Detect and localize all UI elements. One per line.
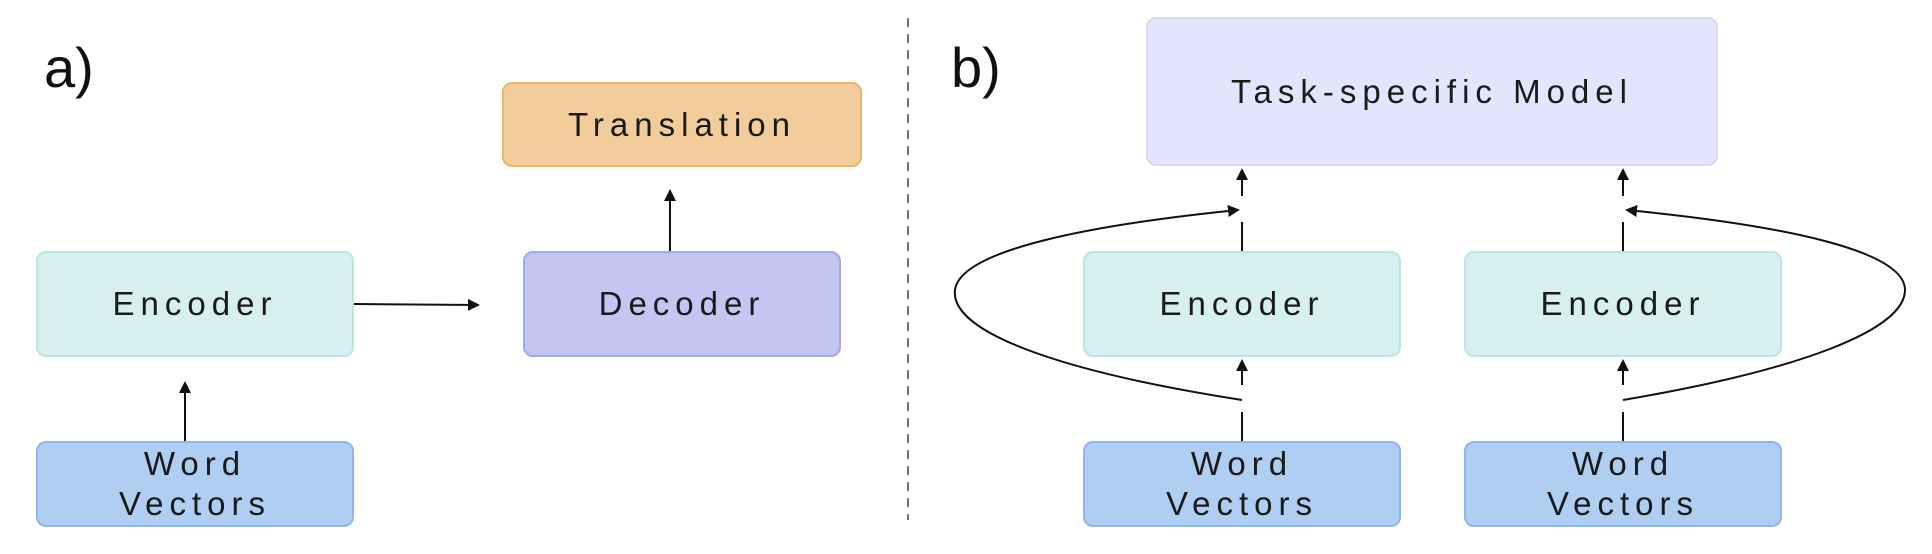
task-specific-model-box: Task-specific Model [1146, 17, 1718, 166]
panel-b-label: b) [951, 36, 1001, 99]
panel-a-label: a) [44, 36, 94, 99]
encoder-box-left: Encoder [1083, 251, 1401, 357]
translation-box: Translation [502, 82, 862, 167]
word-vectors-box-right: Word Vectors [1464, 441, 1782, 527]
encoder-box-right: Encoder [1464, 251, 1782, 357]
word-vectors-box-left: Word Vectors [1083, 441, 1401, 527]
word-vectors-box: Word Vectors [36, 441, 354, 527]
arrow-left-skip-loop [953, 205, 1243, 401]
arrow-right-skip-loop [1622, 205, 1907, 401]
encoder-box: Encoder [36, 251, 354, 357]
arrow-encoder-to-decoder [353, 298, 480, 311]
decoder-box: Decoder [523, 251, 841, 357]
